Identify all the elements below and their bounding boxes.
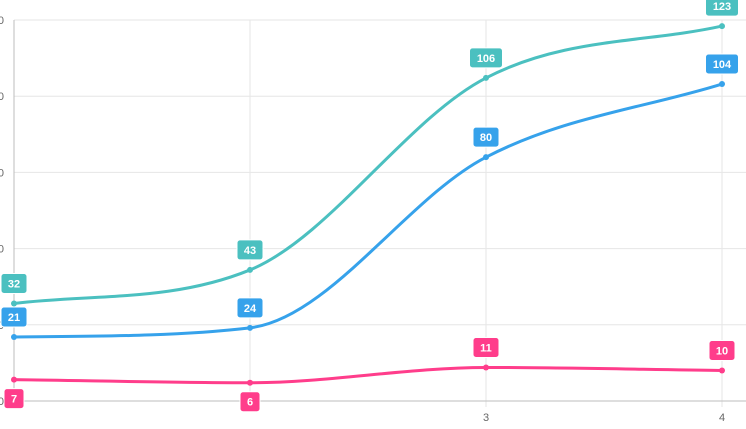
data-label-badge [469, 47, 503, 69]
y-tick-label: 0 [0, 167, 4, 179]
series-1-point [483, 74, 489, 81]
data-label: 11 [472, 336, 500, 358]
data-label-badge [0, 306, 28, 328]
data-label-text: 43 [244, 245, 256, 257]
data-label: 10 [708, 340, 736, 362]
data-label-text: 6 [247, 397, 253, 409]
series-lines [11, 23, 725, 386]
data-label: 80 [472, 126, 500, 148]
series-1-point [719, 23, 725, 30]
y-tick-label: 0 [0, 91, 4, 103]
data-label-text: 10 [716, 346, 728, 358]
data-label-badge [705, 53, 739, 75]
y-tick-label: 0 [0, 15, 4, 27]
data-label: 32 [0, 272, 28, 294]
series-line-3 [12, 365, 724, 385]
data-label-badge [705, 0, 739, 17]
data-label-badge [3, 388, 25, 410]
series-2-point [483, 154, 489, 161]
data-label-badge [472, 336, 500, 358]
data-label-badge [239, 391, 261, 413]
series-2-point [719, 81, 725, 88]
data-label-text: 123 [713, 1, 731, 13]
data-label-text: 32 [8, 278, 20, 290]
data-label: 106 [469, 47, 503, 69]
series-2-point [247, 324, 253, 331]
series-1-point [247, 266, 253, 273]
data-label-text: 106 [477, 53, 495, 65]
y-tick-label: 0 [0, 244, 4, 256]
x-tick-label: 4 [719, 412, 725, 424]
data-label: 104 [705, 53, 739, 75]
data-label: 21 [0, 306, 28, 328]
data-label-text: 21 [8, 312, 20, 324]
data-label-badge [708, 340, 736, 362]
data-label-badge [0, 272, 28, 294]
data-label-badge [236, 297, 264, 319]
data-label-text: 7 [11, 394, 17, 406]
data-label: 123 [705, 0, 739, 17]
x-tick-label: 3 [483, 412, 489, 424]
y-tick-label: 0 [0, 396, 4, 408]
data-label-text: 80 [480, 132, 492, 144]
series-3-point [247, 379, 253, 386]
series-3-point [483, 364, 489, 371]
series-3-point [11, 376, 17, 383]
axes: 00000034 [0, 15, 746, 424]
data-label-text: 11 [480, 342, 492, 354]
data-label-badge [236, 239, 264, 261]
grid [13, 19, 746, 407]
data-label-badge [472, 126, 500, 148]
data-label: 43 [236, 239, 264, 261]
series-1-point [11, 300, 17, 307]
series-line-2 [12, 82, 724, 339]
series-3-point [719, 367, 725, 374]
data-labels: 32 43 106 123 21 24 80 104 7 6 11 10 [0, 0, 739, 413]
data-label: 24 [236, 297, 264, 319]
series-line-1 [12, 24, 724, 305]
data-label-text: 24 [244, 303, 257, 315]
data-label: 6 [239, 391, 261, 413]
data-label-text: 104 [713, 59, 732, 71]
series-2-point [11, 333, 17, 340]
data-label: 7 [3, 388, 25, 410]
